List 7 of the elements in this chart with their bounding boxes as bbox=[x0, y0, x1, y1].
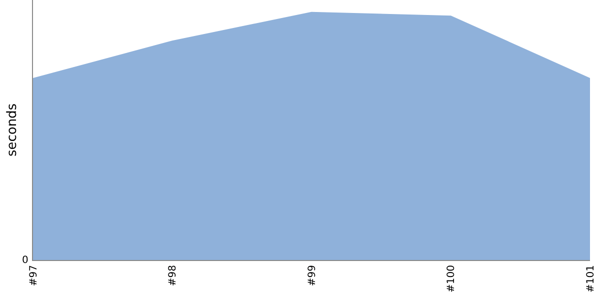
x-tick-label: #101 bbox=[585, 265, 596, 292]
y-axis-title: seconds bbox=[4, 103, 20, 157]
x-tick-label: #98 bbox=[168, 265, 178, 286]
x-tick-label: #99 bbox=[306, 265, 318, 286]
text: 0 bbox=[22, 255, 28, 266]
x-tick-label: #97 bbox=[28, 265, 40, 286]
x-tick-label: #100 bbox=[446, 265, 457, 292]
